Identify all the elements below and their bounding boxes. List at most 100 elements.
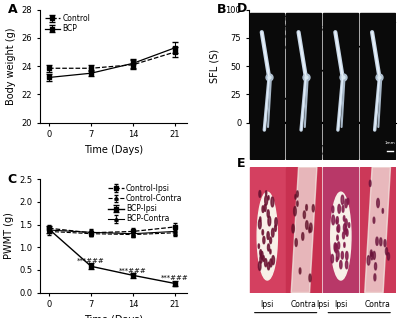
Text: ***###: ***### [161, 275, 189, 281]
Circle shape [341, 252, 344, 259]
Text: Contra: Contra [291, 300, 317, 309]
Circle shape [338, 225, 340, 232]
Text: Ipsi: Ipsi [334, 300, 348, 309]
Circle shape [347, 198, 349, 204]
Circle shape [270, 249, 271, 254]
Circle shape [302, 233, 304, 240]
Bar [286, 12, 321, 159]
Text: ***###: ***### [370, 21, 398, 26]
Bar [360, 12, 394, 159]
Circle shape [264, 204, 266, 211]
Text: ***###: ***### [328, 45, 356, 52]
Circle shape [268, 262, 270, 270]
Text: E: E [237, 157, 246, 170]
Circle shape [260, 217, 261, 222]
Circle shape [267, 210, 269, 218]
Circle shape [260, 255, 262, 263]
Text: Contra: Contra [365, 300, 390, 309]
Bar [250, 12, 284, 159]
Circle shape [346, 229, 348, 236]
Circle shape [262, 230, 264, 235]
Legend: Control-Ipsi, Control-Contra, BCP-Ipsi, BCP-Contra: Control-Ipsi, Control-Contra, BCP-Ipsi, … [108, 183, 183, 224]
Ellipse shape [257, 192, 277, 280]
Circle shape [386, 248, 388, 255]
Circle shape [346, 261, 348, 269]
Ellipse shape [331, 192, 351, 280]
Circle shape [295, 194, 296, 199]
Circle shape [263, 236, 265, 244]
Circle shape [309, 227, 310, 233]
Circle shape [331, 254, 334, 263]
Circle shape [345, 226, 347, 234]
Circle shape [271, 197, 274, 207]
Circle shape [268, 216, 271, 226]
Circle shape [265, 195, 268, 205]
Circle shape [264, 259, 267, 267]
Circle shape [345, 219, 347, 227]
Circle shape [373, 252, 375, 259]
Circle shape [344, 243, 345, 247]
Legend: Control, BCP: Control, BCP [44, 13, 91, 34]
Circle shape [336, 217, 338, 224]
Circle shape [299, 268, 301, 274]
Circle shape [310, 223, 312, 232]
Circle shape [292, 224, 294, 233]
Y-axis label: SFL (S): SFL (S) [210, 49, 220, 83]
Circle shape [297, 201, 298, 206]
Circle shape [303, 211, 306, 218]
X-axis label: Time (Days): Time (Days) [293, 145, 352, 155]
Text: 1mm: 1mm [385, 141, 396, 145]
Circle shape [338, 242, 340, 249]
Circle shape [332, 206, 334, 213]
Circle shape [369, 180, 371, 186]
Circle shape [275, 218, 277, 226]
Circle shape [336, 250, 339, 260]
Polygon shape [365, 167, 390, 293]
Text: A: A [8, 3, 17, 16]
Circle shape [268, 196, 269, 200]
Circle shape [268, 244, 270, 251]
Text: C: C [8, 173, 17, 186]
Circle shape [270, 237, 272, 244]
Circle shape [371, 252, 373, 260]
X-axis label: Time (Days): Time (Days) [84, 315, 143, 318]
Circle shape [335, 244, 337, 253]
Circle shape [370, 250, 372, 256]
Circle shape [387, 253, 390, 260]
Circle shape [258, 219, 261, 229]
Circle shape [272, 256, 274, 265]
Circle shape [374, 274, 376, 281]
Circle shape [272, 228, 274, 237]
Circle shape [340, 260, 342, 269]
Circle shape [263, 256, 264, 261]
Circle shape [258, 244, 260, 248]
Text: B: B [216, 3, 226, 16]
Circle shape [376, 237, 378, 245]
Circle shape [374, 263, 377, 270]
Polygon shape [291, 167, 317, 293]
Circle shape [377, 198, 379, 208]
Circle shape [306, 221, 308, 229]
Text: D: D [237, 2, 247, 15]
Circle shape [342, 205, 344, 212]
Circle shape [380, 238, 382, 246]
Circle shape [258, 261, 261, 270]
Circle shape [345, 199, 347, 208]
Circle shape [336, 257, 338, 262]
Circle shape [261, 252, 263, 259]
Circle shape [270, 259, 272, 267]
Circle shape [337, 226, 338, 232]
Bar [323, 167, 358, 293]
Circle shape [332, 215, 335, 225]
Circle shape [342, 232, 344, 239]
Circle shape [266, 191, 267, 195]
Circle shape [346, 252, 348, 260]
Circle shape [337, 235, 338, 240]
Circle shape [338, 204, 340, 213]
Circle shape [267, 232, 269, 239]
Circle shape [341, 195, 344, 204]
Circle shape [367, 256, 370, 265]
Circle shape [348, 223, 350, 228]
Circle shape [309, 274, 311, 282]
Circle shape [384, 239, 386, 247]
